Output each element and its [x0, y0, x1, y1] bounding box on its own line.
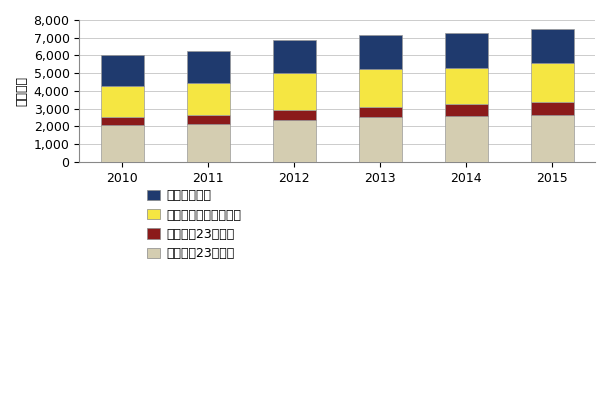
Bar: [445, 33, 487, 68]
Y-axis label: （億円）: （億円）: [15, 76, 28, 106]
Bar: [273, 40, 315, 73]
Bar: [445, 116, 487, 162]
Bar: [531, 115, 573, 162]
Bar: [187, 115, 230, 124]
Bar: [101, 56, 144, 86]
Bar: [273, 120, 315, 162]
Bar: [359, 118, 401, 162]
Bar: [273, 110, 315, 120]
Bar: [359, 69, 401, 107]
Bar: [445, 68, 487, 104]
Bar: [359, 107, 401, 118]
Bar: [531, 64, 573, 102]
Bar: [359, 35, 401, 69]
Bar: [531, 102, 573, 115]
Bar: [101, 126, 144, 162]
Bar: [101, 86, 144, 117]
Bar: [531, 29, 573, 64]
Bar: [445, 104, 487, 116]
Bar: [187, 51, 230, 83]
Bar: [101, 117, 144, 126]
Legend: その他の地域, 東京都以外の関東地方, 東京都（23区外）, 東京都（23区内）: その他の地域, 東京都以外の関東地方, 東京都（23区外）, 東京都（23区内）: [148, 189, 241, 260]
Bar: [187, 124, 230, 162]
Bar: [187, 83, 230, 115]
Bar: [273, 73, 315, 110]
